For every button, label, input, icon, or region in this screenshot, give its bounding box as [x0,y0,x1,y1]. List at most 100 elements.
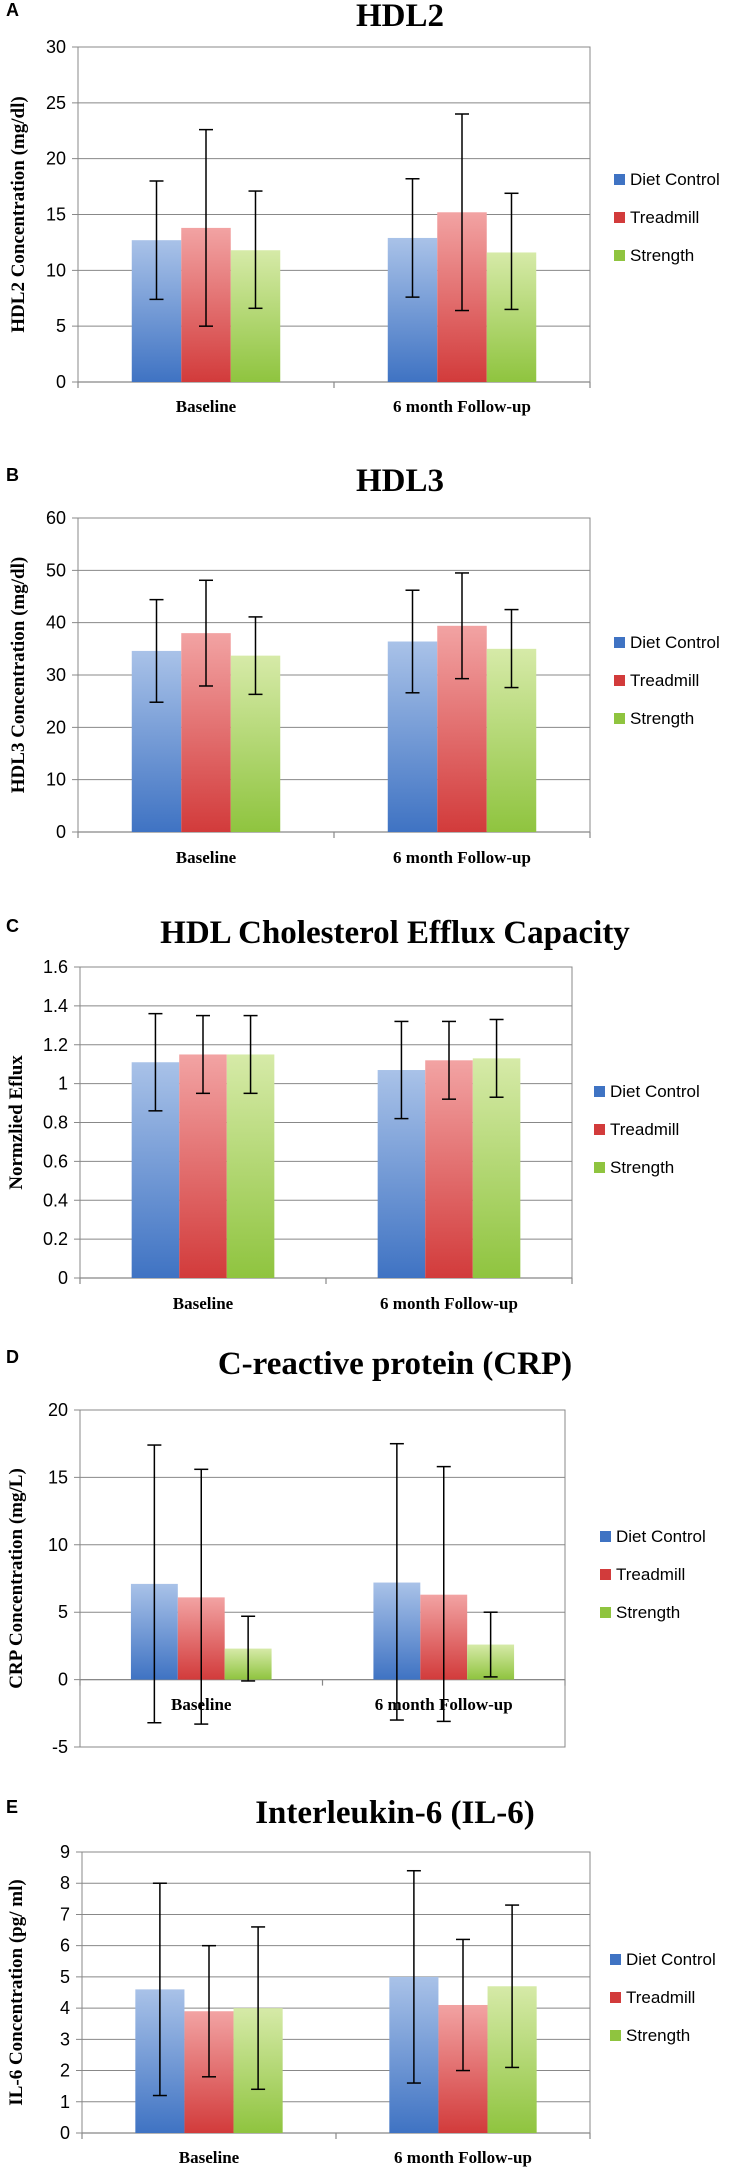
y-tick-label: 0.8 [43,1113,68,1133]
y-tick-label: 10 [48,1535,68,1555]
chart-panel-d: D C-reactive protein (CRP) -5 0 5 10 15 20 Basel… [6,1346,706,1757]
y-tick-label: 20 [46,717,66,737]
panel-letter: C [6,916,19,936]
y-axis-label: CRP Concentration (mg/L) [6,1468,27,1689]
x-category-label: 6 month Follow-up [394,2148,532,2167]
panel-letter: B [6,465,19,485]
legend-label: Strength [610,1158,674,1177]
y-tick-label: 20 [48,1400,68,1420]
legend-swatch [600,1531,611,1542]
legend-label: Strength [630,709,694,728]
y-tick-label: 1 [60,2092,70,2112]
y-tick-label: 0 [56,372,66,392]
legend-label: Diet Control [616,1527,706,1546]
legend-label: Strength [626,2026,690,2045]
legend-label: Treadmill [630,671,699,690]
legend-label: Diet Control [610,1082,700,1101]
legend-swatch [610,1954,621,1965]
chart-panel-e: E Interleukin-6 (IL-6) 0 1 2 3 4 5 6 7 8 9 Baseline 6… [6,1795,716,2167]
y-tick-label: 1.6 [43,957,68,977]
y-axis-label: Normzlied Eflux [6,1055,27,1190]
legend-swatch [614,250,625,261]
legend-swatch [614,713,625,724]
x-category-label: 6 month Follow-up [393,848,531,867]
y-tick-label: 40 [46,613,66,633]
legend-label: Diet Control [626,1950,716,1969]
y-tick-label: 6 [60,1936,70,1956]
chart-title: C-reactive protein (CRP) [218,1346,572,1382]
y-tick-label: 30 [46,665,66,685]
x-category-label: Baseline [176,848,237,867]
y-axis-label: HDL3 Concentration (mg/dl) [8,557,29,793]
y-tick-label: 4 [60,1998,70,2018]
legend-swatch [610,1992,621,2003]
y-tick-label: 0 [58,1268,68,1288]
y-tick-label: 15 [48,1467,68,1487]
legend-swatch [614,675,625,686]
panel-letter: D [6,1347,19,1367]
chart-title: HDL3 [356,463,444,499]
legend-swatch [610,2030,621,2041]
x-category-label: Baseline [173,1294,234,1313]
y-tick-label: 0.2 [43,1229,68,1249]
x-category-label: Baseline [171,1695,232,1714]
x-category-label: Baseline [176,397,237,416]
legend-label: Strength [616,1603,680,1622]
y-tick-label: 5 [60,1967,70,1987]
y-axis-label: HDL2 Concentration (mg/dl) [8,96,29,332]
legend-label: Treadmill [630,208,699,227]
y-tick-label: 0 [58,1670,68,1690]
legend-label: Diet Control [630,170,720,189]
y-tick-label: 9 [60,1842,70,1862]
legend-label: Treadmill [626,1988,695,2007]
legend-swatch [594,1124,605,1135]
y-tick-label: 15 [46,205,66,225]
y-tick-label: 10 [46,260,66,280]
y-axis-label: IL-6 Concentration (pg/ ml) [6,1879,27,2105]
legend-swatch [600,1569,611,1580]
legend-swatch [594,1086,605,1097]
y-tick-label: -5 [52,1737,68,1757]
chart-panel-a: A HDL2 0 5 10 15 20 25 30 Baseline 6 month Follow-… [6,0,720,416]
legend-label: Diet Control [630,633,720,652]
chart-title: HDL2 [356,0,444,34]
y-tick-label: 5 [56,316,66,336]
chart-title: HDL Cholesterol Efflux Capacity [160,915,630,951]
x-category-label: 6 month Follow-up [380,1294,518,1313]
legend-label: Treadmill [616,1565,685,1584]
y-tick-label: 5 [58,1602,68,1622]
y-tick-label: 0 [60,2123,70,2143]
panel-letter: E [6,1797,18,1817]
legend-swatch [614,212,625,223]
x-category-label: 6 month Follow-up [393,397,531,416]
chart-panel-c: C HDL Cholesterol Efflux Capacity 0 0.2 0.4 0… [6,915,700,1313]
y-tick-label: 30 [46,37,66,57]
y-tick-label: 10 [46,770,66,790]
panel-letter: A [6,0,19,20]
x-category-label: Baseline [179,2148,240,2167]
x-category-label: 6 month Follow-up [375,1695,513,1714]
legend-label: Treadmill [610,1120,679,1139]
y-tick-label: 0 [56,822,66,842]
y-tick-label: 3 [60,2029,70,2049]
legend-swatch [594,1162,605,1173]
chart-panel-b: B HDL3 0 10 20 30 40 50 60 Baseline 6 month Follow… [6,463,720,867]
y-tick-label: 60 [46,508,66,528]
y-tick-label: 7 [60,1904,70,1924]
y-tick-label: 50 [46,560,66,580]
y-tick-label: 0.4 [43,1190,68,1210]
chart-title: Interleukin-6 (IL-6) [255,1795,535,1831]
y-tick-label: 8 [60,1873,70,1893]
legend-swatch [614,637,625,648]
y-tick-label: 20 [46,149,66,169]
legend-swatch [614,174,625,185]
y-tick-label: 1.4 [43,996,68,1016]
legend-label: Strength [630,246,694,265]
y-tick-label: 0.6 [43,1151,68,1171]
y-tick-label: 25 [46,93,66,113]
legend-swatch [600,1607,611,1618]
y-tick-label: 2 [60,2061,70,2081]
y-tick-label: 1.2 [43,1035,68,1055]
y-tick-label: 1 [58,1074,68,1094]
